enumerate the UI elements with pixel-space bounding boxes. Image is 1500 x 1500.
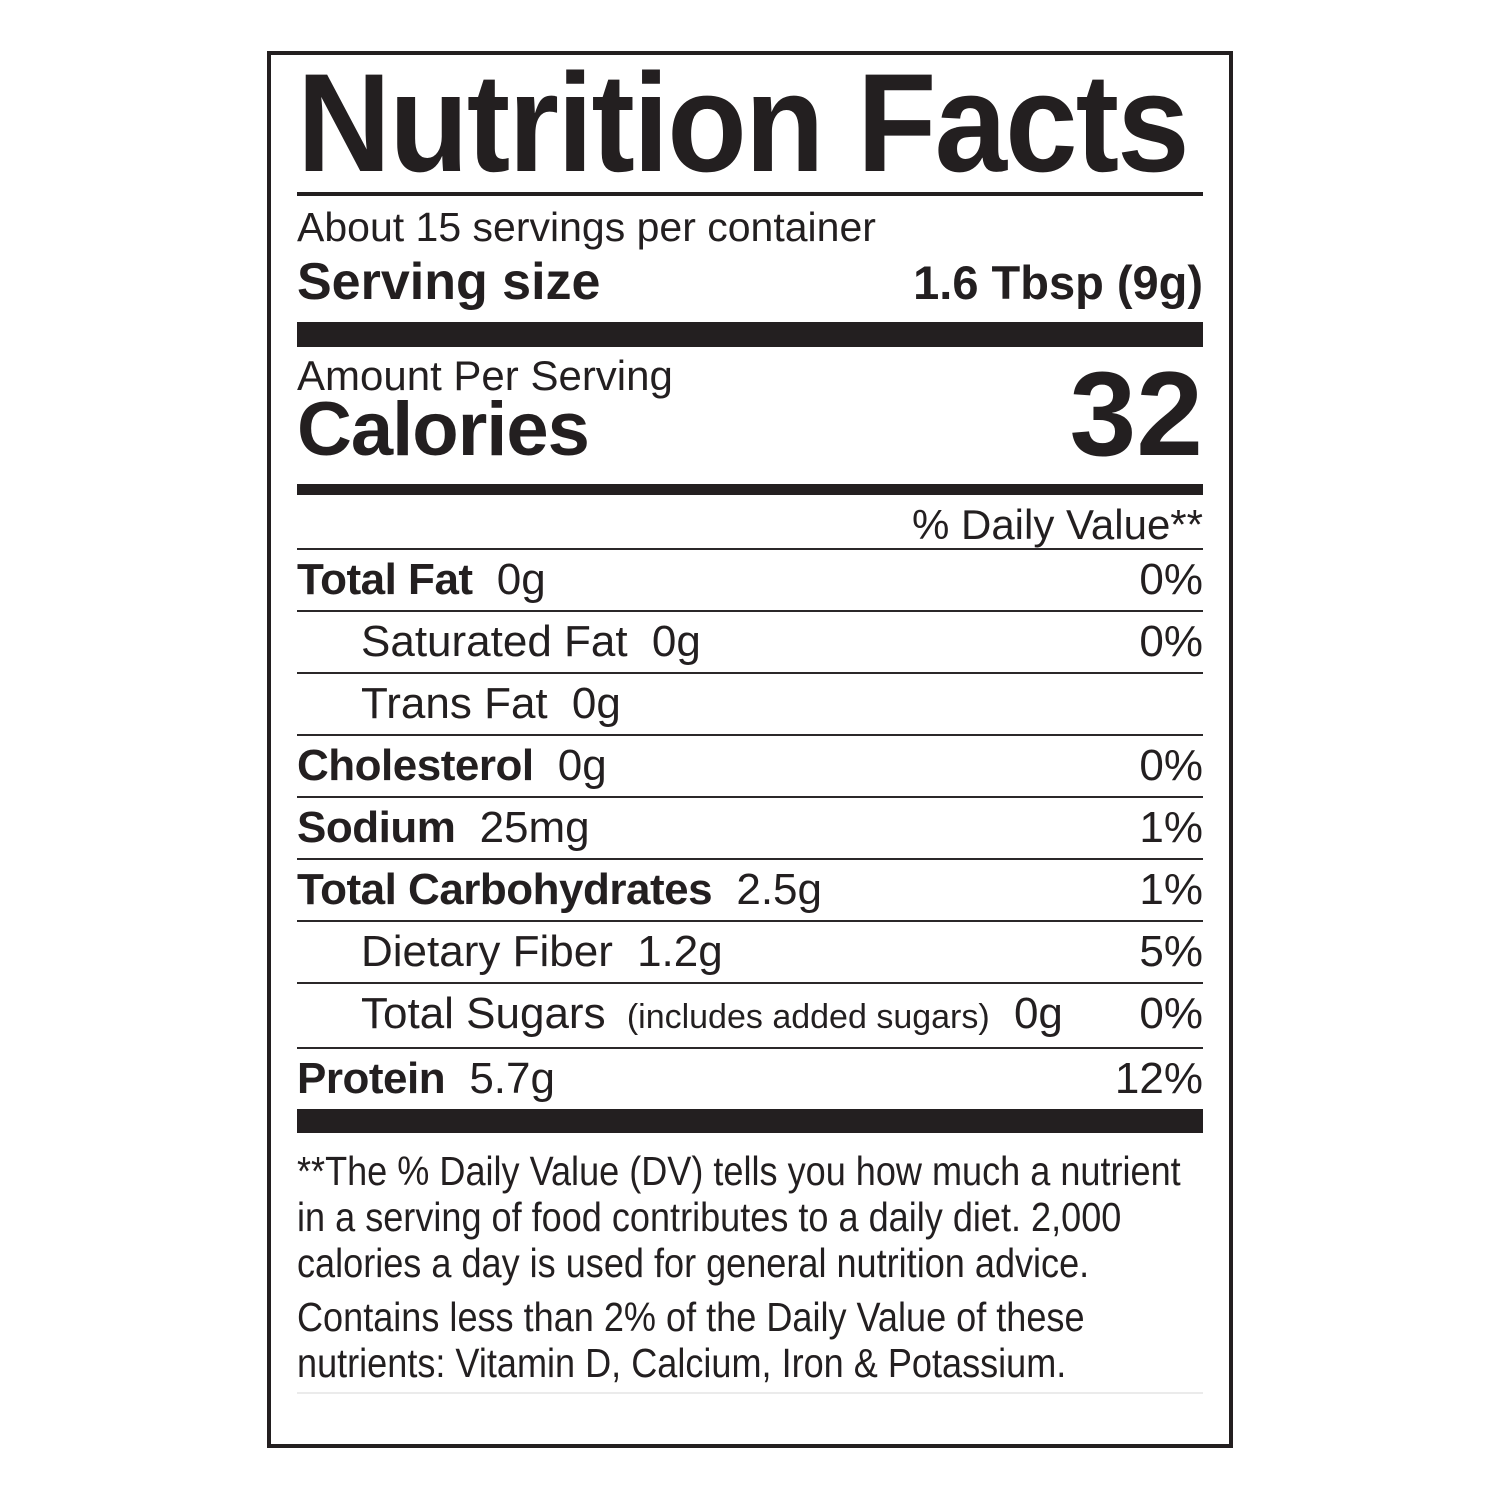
nutrient-row: Trans Fat 0g: [297, 674, 1203, 736]
nutrient-amount: 0g: [496, 555, 546, 604]
nutrient-name: Total Fat: [297, 555, 473, 604]
nutrient-name: Total Sugars: [361, 989, 606, 1038]
nutrient-row: Total Fat 0g 0%: [297, 550, 1203, 612]
nutrition-facts-label: Nutrition Facts About 15 servings per co…: [267, 51, 1233, 1448]
nutrient-amount: 2.5g: [736, 865, 822, 914]
thick-bar-bottom: [297, 1109, 1203, 1133]
nutrient-row-left: Sodium 25mg: [297, 806, 590, 850]
faint-bottom-rule: [297, 1392, 1203, 1394]
nutrient-name: Total Carbohydrates: [297, 865, 713, 914]
title-rule: [297, 192, 1203, 196]
medium-bar-calories: [297, 484, 1203, 495]
nutrient-rows: Total Fat 0g 0% Saturated Fat 0g 0% Tran…: [297, 548, 1203, 1109]
nutrient-row-left: Total Carbohydrates 2.5g: [297, 868, 822, 912]
serving-size-row: Serving size 1.6 Tbsp (9g): [297, 253, 1203, 311]
nutrient-row-left: Dietary Fiber 1.2g: [361, 930, 723, 974]
nutrient-name: Cholesterol: [297, 741, 534, 790]
nutrient-row-left: Saturated Fat 0g: [361, 620, 701, 664]
nutrient-amount: 0g: [571, 679, 621, 728]
nutrient-name: Sodium: [297, 803, 456, 852]
nutrient-daily-value: 1%: [1139, 803, 1203, 852]
nutrient-amount: 0g: [651, 617, 701, 666]
nutrient-daily-value: 0%: [1139, 555, 1203, 604]
nutrient-amount: 0g: [557, 741, 607, 790]
nutrient-row-left: Cholesterol 0g: [297, 744, 607, 788]
nutrient-row: Protein 5.7g 12%: [297, 1049, 1203, 1109]
nutrient-amount: 25mg: [479, 803, 590, 852]
nutrient-row-left: Total Sugars (includes added sugars) 0g: [361, 992, 1063, 1039]
nutrient-note: (includes added sugars): [626, 998, 990, 1036]
nutrient-daily-value: 0%: [1139, 741, 1203, 790]
serving-size-label: Serving size: [297, 253, 601, 311]
nutrient-amount: 1.2g: [637, 927, 723, 976]
footnote-contains: Contains less than 2% of the Daily Value…: [297, 1294, 1085, 1386]
nutrient-name: Saturated Fat: [361, 617, 628, 666]
thick-bar-top: [297, 322, 1203, 347]
calories-label: Calories: [297, 387, 590, 472]
nutrient-daily-value: 5%: [1139, 927, 1203, 976]
nutrient-name: Protein: [297, 1054, 446, 1103]
nutrient-amount: 5.7g: [469, 1054, 555, 1103]
footnote-daily-value: **The % Daily Value (DV) tells you how m…: [297, 1148, 1181, 1286]
label-title: Nutrition Facts: [297, 51, 1190, 201]
nutrient-daily-value: 12%: [1114, 1054, 1203, 1103]
nutrient-row-left: Protein 5.7g: [297, 1057, 555, 1101]
nutrient-row: Cholesterol 0g 0%: [297, 736, 1203, 798]
servings-per-container: About 15 servings per container: [297, 204, 876, 250]
nutrient-row-left: Total Fat 0g: [297, 558, 546, 602]
nutrient-row: Sodium 25mg 1%: [297, 798, 1203, 860]
nutrient-row: Total Carbohydrates 2.5g 1%: [297, 860, 1203, 922]
amount-per-serving: Amount Per Serving: [297, 352, 673, 399]
calories-value: 32: [1069, 347, 1203, 481]
nutrient-name: Trans Fat: [361, 679, 548, 728]
nutrient-row: Saturated Fat 0g 0%: [297, 612, 1203, 674]
nutrient-daily-value: 0%: [1139, 989, 1203, 1038]
nutrient-amount: 0g: [1013, 989, 1063, 1038]
daily-value-header: % Daily Value**: [911, 501, 1203, 548]
nutrient-row-left: Trans Fat 0g: [361, 682, 621, 726]
serving-size-value: 1.6 Tbsp (9g): [913, 256, 1203, 309]
nutrient-row: Total Sugars (includes added sugars) 0g …: [297, 984, 1203, 1049]
calories-row: Calories 32: [297, 347, 1203, 481]
footnotes: **The % Daily Value (DV) tells you how m…: [297, 1148, 1203, 1386]
nutrient-name: Dietary Fiber: [361, 927, 613, 976]
nutrient-daily-value: 0%: [1139, 617, 1203, 666]
nutrient-daily-value: 1%: [1139, 865, 1203, 914]
nutrient-row: Dietary Fiber 1.2g 5%: [297, 922, 1203, 984]
